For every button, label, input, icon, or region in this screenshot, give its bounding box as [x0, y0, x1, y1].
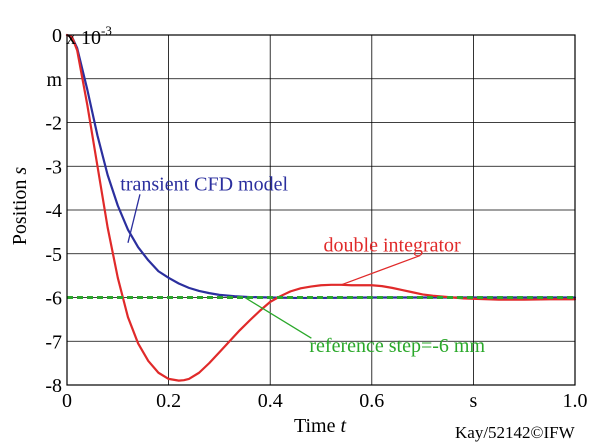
x-axis-label: Time t — [294, 415, 347, 437]
y-axis-label: Position s — [9, 167, 31, 246]
plot-frame — [66, 34, 576, 386]
annotation-leader — [244, 296, 312, 339]
annotation-label: reference step=-6 mm — [309, 335, 485, 357]
series-layer — [65, 33, 577, 382]
tick-layer: 0m-2-3-4-5-6-7-80 0.2 0.4 0.6 s 1.0 — [45, 25, 587, 412]
y-tick-label: -7 — [45, 331, 62, 353]
x-tick-label: 0 — [62, 390, 72, 412]
y-tick-label: m — [46, 69, 62, 91]
series-line-double-integrator — [65, 33, 577, 382]
y-tick-label: -2 — [45, 113, 62, 135]
y-tick-label: -6 — [45, 288, 62, 310]
y-tick-label: -5 — [45, 244, 62, 266]
credit-text: Kay/52142©IFW — [455, 423, 575, 442]
x-tick-label: 1.0 — [563, 390, 588, 412]
y-tick-label: -4 — [45, 200, 62, 222]
exponent-label: x 10-3 — [66, 23, 112, 49]
annotation-layer: transient CFD model double integrator refe… — [120, 173, 485, 357]
annotation-label: transient CFD model — [120, 173, 288, 195]
series-line-transient-cfd-model — [65, 33, 577, 300]
x-tick-label: 0.4 — [258, 390, 283, 412]
x-tick-label: s — [470, 390, 478, 412]
y-tick-label: 0 — [52, 25, 62, 47]
y-tick-label: -3 — [45, 156, 62, 178]
grid — [66, 34, 576, 386]
x-tick-label: 0.6 — [359, 390, 384, 412]
annotation-leader — [341, 254, 421, 286]
x-tick-label: 0.2 — [156, 390, 181, 412]
y-tick-label: -8 — [45, 375, 62, 397]
annotation-label: double integrator — [324, 235, 462, 257]
annotation-leader — [127, 194, 141, 243]
